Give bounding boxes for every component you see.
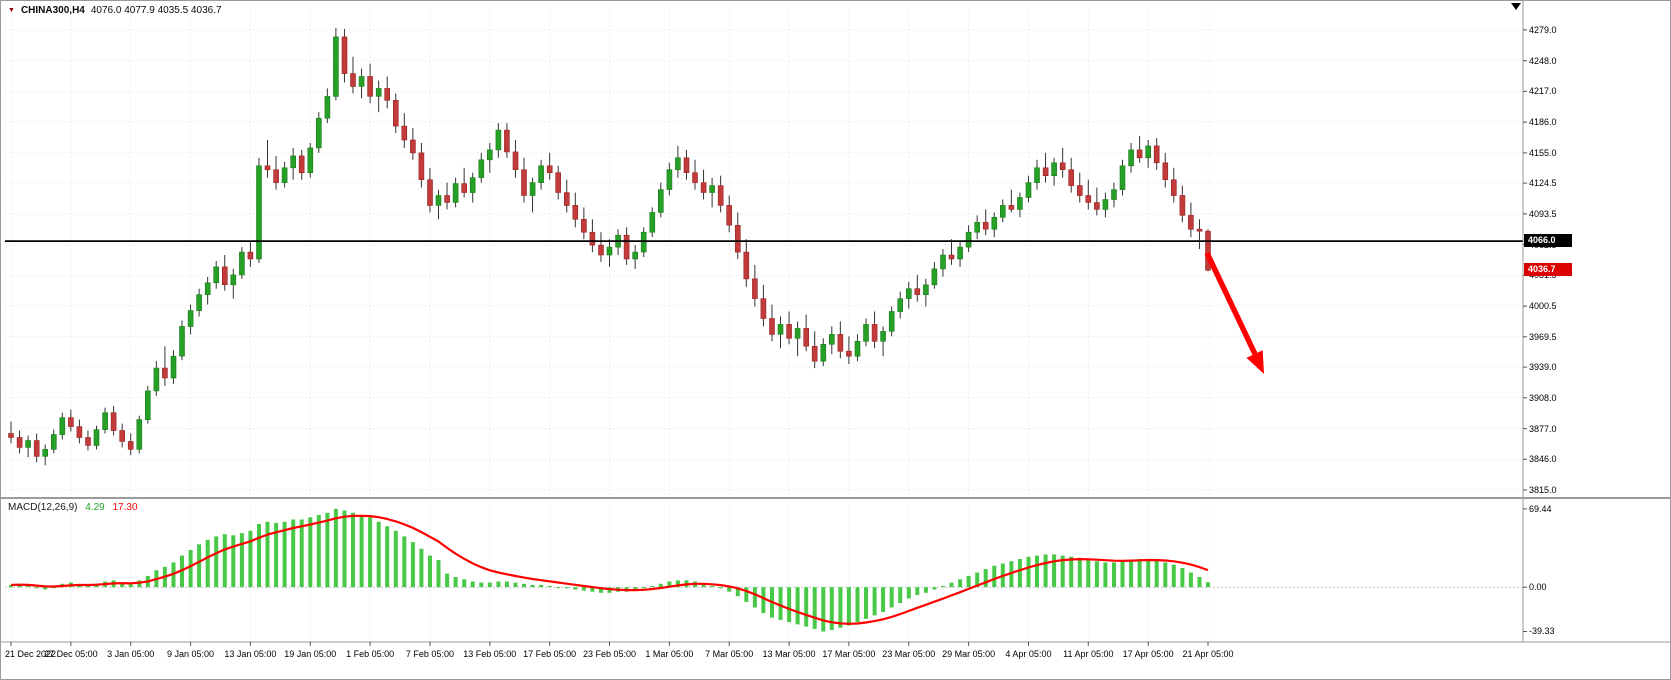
indicator-macd-value: 4.29 <box>85 502 105 513</box>
ohlc-readout: 4076.0 4077.9 4035.5 4036.7 <box>90 5 222 16</box>
trend-arrow-head[interactable] <box>1246 350 1265 374</box>
chart-header: ▼ CHINA300,H4 4076.0 4077.9 4035.5 4036.… <box>8 5 222 16</box>
hline-price-badge: 4066.0 <box>1524 234 1572 248</box>
chart-shift-marker <box>1511 3 1521 10</box>
time-scale[interactable] <box>1 642 1670 679</box>
indicator-name: MACD(12,26,9) <box>8 502 78 513</box>
symbol-marker-icon: ▼ <box>8 6 15 14</box>
symbol-label: CHINA300,H4 <box>20 5 85 16</box>
bid-price-badge: 4036.7 <box>1524 263 1572 277</box>
indicator-signal-value: 17.30 <box>112 502 138 513</box>
indicator-label: MACD(12,26,9) 4.29 17.30 <box>8 502 138 513</box>
price-scale[interactable] <box>1524 1 1670 642</box>
trend-arrow[interactable] <box>1204 251 1258 356</box>
